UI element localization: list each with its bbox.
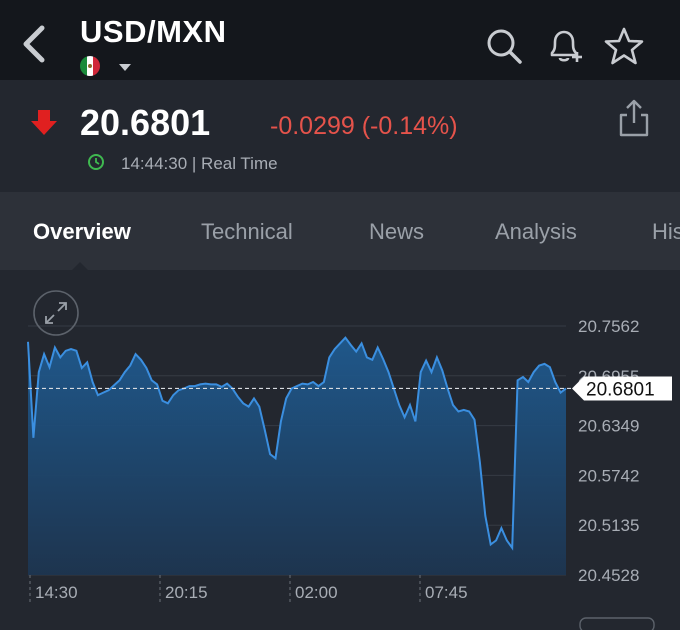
x-tick-label: 02:00 xyxy=(295,583,338,602)
chart-control-button[interactable] xyxy=(579,617,655,630)
dropdown-caret-icon[interactable] xyxy=(118,62,132,72)
tab-history[interactable]: His xyxy=(652,219,680,244)
active-tab-pointer xyxy=(72,262,88,270)
clock-icon xyxy=(88,154,104,170)
add-alert-bell-icon[interactable] xyxy=(544,26,584,66)
back-chevron-icon[interactable] xyxy=(18,24,48,64)
x-tick-label: 14:30 xyxy=(35,583,78,602)
x-tick-label: 20:15 xyxy=(165,583,208,602)
y-tick-label: 20.5135 xyxy=(578,516,639,535)
tab-technical[interactable]: Technical xyxy=(201,219,293,244)
tab-overview[interactable]: Overview xyxy=(33,219,131,244)
star-icon[interactable] xyxy=(604,26,644,66)
tab-bar: Overview Technical News Analysis His xyxy=(0,192,680,270)
current-price-label: 20.6801 xyxy=(572,376,672,401)
expand-icon xyxy=(45,302,67,324)
y-axis-labels: 20.756220.695520.634920.574220.513520.45… xyxy=(578,317,639,585)
pair-title: USD/MXN xyxy=(80,14,227,49)
y-tick-label: 20.7562 xyxy=(578,317,639,336)
price-line xyxy=(27,336,567,551)
expand-chart-button[interactable] xyxy=(33,290,79,336)
tab-analysis[interactable]: Analysis xyxy=(495,219,577,244)
price-chart[interactable]: 20.756220.695520.634920.574220.513520.45… xyxy=(0,270,680,630)
search-icon[interactable] xyxy=(484,26,524,66)
x-axis-labels: 14:30 20:15 02:00 07:45 xyxy=(35,583,468,602)
price-area xyxy=(28,337,566,575)
y-tick-label: 20.5742 xyxy=(578,466,639,485)
price-change: -0.0299 (-0.14%) xyxy=(270,112,458,140)
quote-time: 14:44:30 | Real Time xyxy=(121,154,278,173)
mexico-flag-icon[interactable] xyxy=(80,56,100,76)
quote-panel: 20.6801 -0.0299 (-0.14%) 14:44:30 | Real… xyxy=(0,80,680,190)
app-header: USD/MXN xyxy=(0,0,680,80)
tab-news[interactable]: News xyxy=(369,219,425,244)
current-price-value: 20.6801 xyxy=(586,379,655,400)
share-icon[interactable] xyxy=(615,98,653,138)
chart-x-grid xyxy=(29,575,421,605)
last-price: 20.6801 xyxy=(80,102,211,143)
arrow-down-icon xyxy=(31,110,57,135)
y-tick-label: 20.4528 xyxy=(578,566,639,585)
y-tick-label: 20.6349 xyxy=(578,417,639,436)
x-tick-label: 07:45 xyxy=(425,583,468,602)
